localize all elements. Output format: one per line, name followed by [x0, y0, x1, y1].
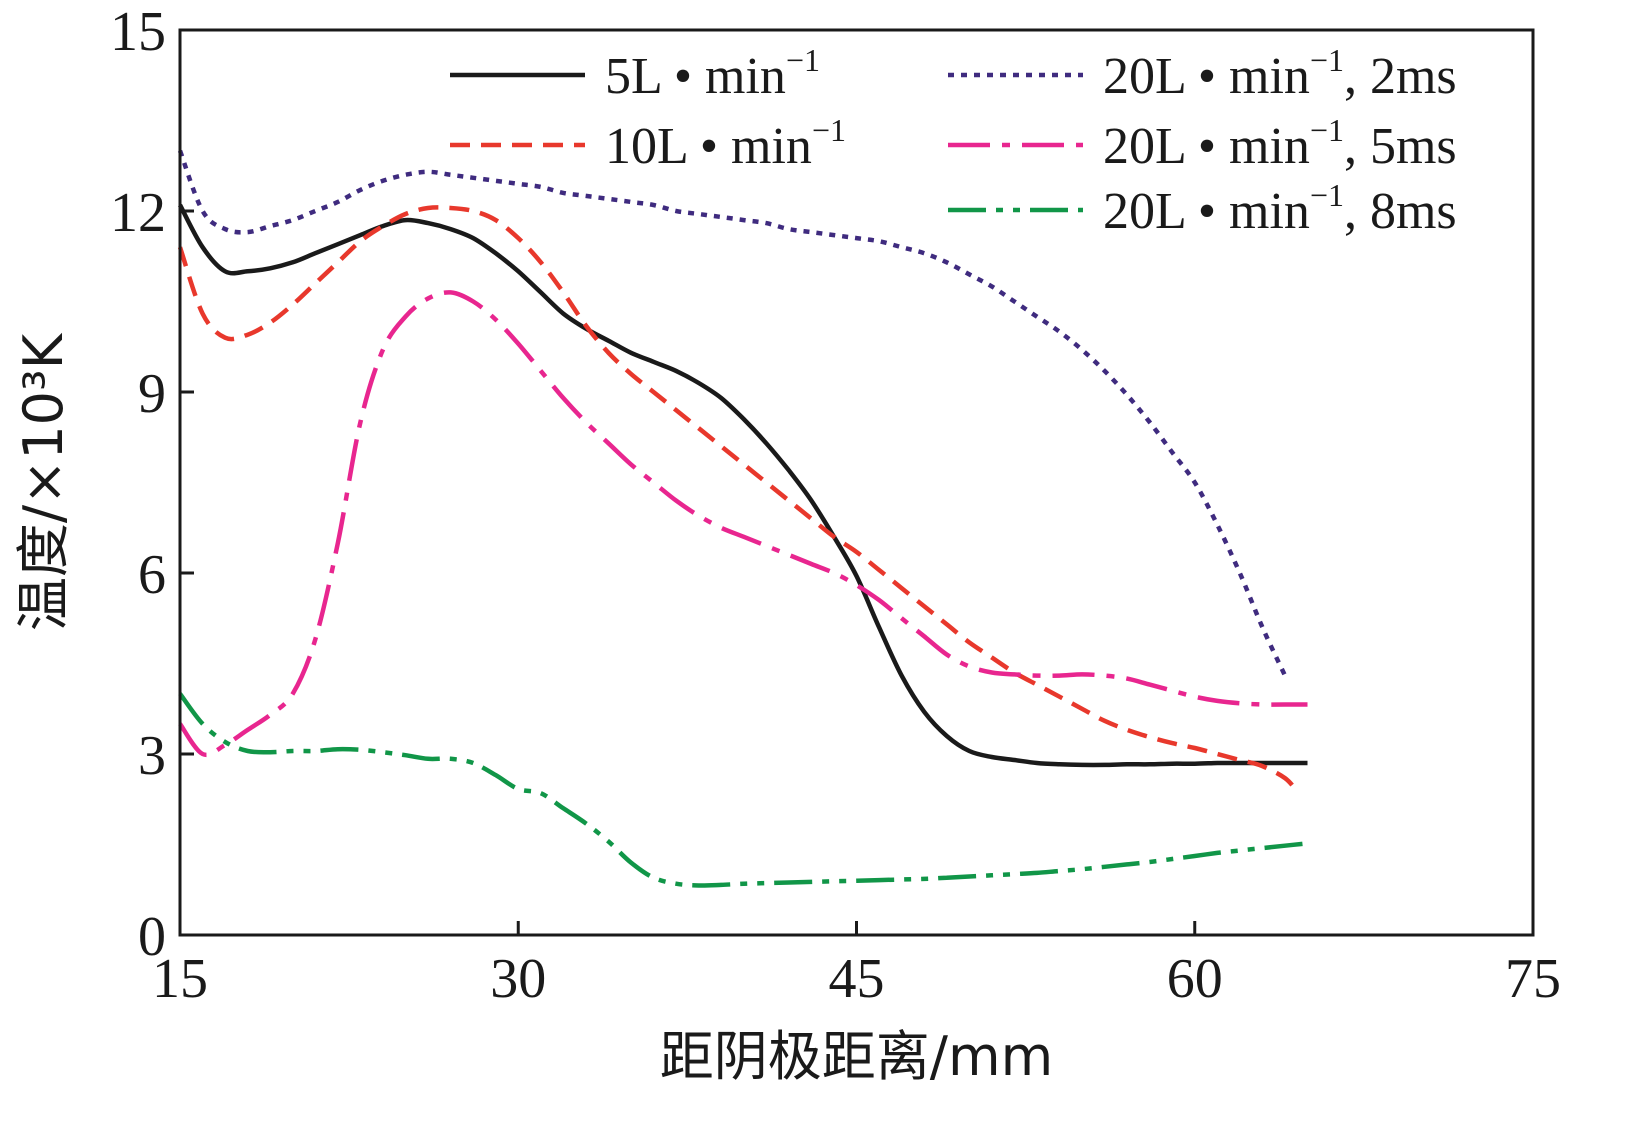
- plot-frame: [178, 28, 1535, 937]
- x-tick-label: 15: [152, 948, 208, 1010]
- legend-label: 5L • min−1: [605, 42, 820, 105]
- legend-label: 20L • min−1, 2ms: [1103, 42, 1457, 105]
- series-layer: [177, 149, 1308, 888]
- ticks-layer: 15 30 45 60 75 0 3 6 9 12 15: [110, 1, 1561, 1010]
- series-line-2: [177, 205, 1298, 792]
- x-tick-label: 75: [1505, 948, 1561, 1010]
- series-line-5: [178, 692, 1308, 888]
- y-tick-label: 15: [110, 1, 166, 63]
- legend-entry: 20L • min−1, 8ms: [948, 177, 1457, 240]
- x-tick-label: 30: [490, 948, 546, 1010]
- legend-label: 20L • min−1, 8ms: [1103, 177, 1457, 240]
- x-axis-label: 距阴极距离/mm: [660, 1025, 1053, 1088]
- legend-entry: 20L • min−1, 2ms: [948, 42, 1457, 105]
- y-axis-label: 温度/×10³K: [12, 332, 75, 631]
- legend: 5L • min−1 10L • min−1 20L • min−1, 2ms 20L…: [450, 42, 1457, 240]
- x-tick-label: 60: [1167, 948, 1223, 1010]
- series-line-4: [178, 290, 1308, 758]
- series-line-1: [178, 203, 1308, 768]
- y-tick-label: 12: [110, 182, 166, 244]
- legend-entry: 20L • min−1, 5ms: [948, 112, 1457, 175]
- legend-label: 10L • min−1: [605, 112, 846, 175]
- x-tick-label: 45: [829, 948, 885, 1010]
- legend-entry: 5L • min−1: [450, 42, 820, 105]
- legend-label: 20L • min−1, 5ms: [1103, 112, 1457, 175]
- y-tick-label: 6: [138, 544, 166, 606]
- y-tick-label: 3: [138, 725, 166, 787]
- series-line-3: [177, 149, 1288, 677]
- y-tick-label: 9: [138, 363, 166, 425]
- legend-entry: 10L • min−1: [450, 112, 846, 175]
- y-tick-label: 0: [138, 906, 166, 968]
